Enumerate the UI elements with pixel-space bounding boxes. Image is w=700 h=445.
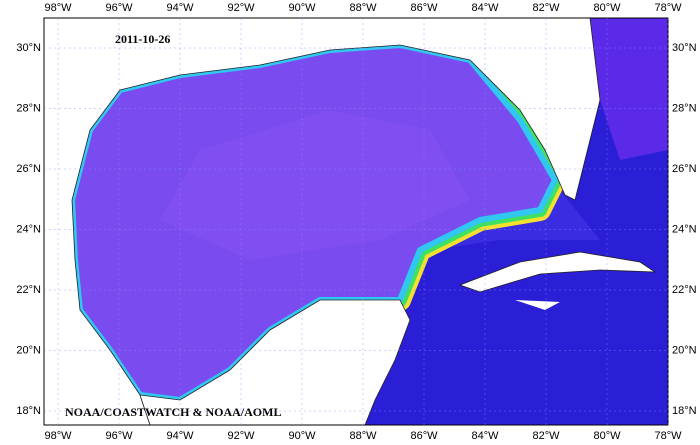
latitude-label: 24°N xyxy=(672,223,697,235)
longitude-label: 86°W xyxy=(410,430,438,442)
longitude-label: 90°W xyxy=(288,2,316,14)
latitude-label: 26°N xyxy=(672,163,697,175)
longitude-label: 80°W xyxy=(593,2,621,14)
date-label: 2011-10-26 xyxy=(115,32,170,46)
longitude-label: 94°W xyxy=(166,2,194,14)
longitude-label: 84°W xyxy=(471,430,499,442)
latitude-label: 22°N xyxy=(672,284,697,296)
longitude-label: 98°W xyxy=(44,2,72,14)
longitude-label: 78°W xyxy=(654,2,682,14)
longitude-label: 88°W xyxy=(349,2,377,14)
latitude-label: 20°N xyxy=(16,344,41,356)
latitude-label: 26°N xyxy=(16,163,41,175)
longitude-label: 84°W xyxy=(471,2,499,14)
map-image xyxy=(44,18,668,425)
longitude-label: 92°W xyxy=(227,2,255,14)
latitude-label: 18°N xyxy=(16,405,41,417)
longitude-label: 80°W xyxy=(593,430,621,442)
longitude-label: 96°W xyxy=(105,430,133,442)
latitude-label: 20°N xyxy=(672,344,697,356)
map-frame xyxy=(43,17,669,426)
longitude-label: 90°W xyxy=(288,430,316,442)
latitude-label: 30°N xyxy=(16,42,41,54)
longitude-label: 82°W xyxy=(532,2,560,14)
longitude-label: 98°W xyxy=(44,430,72,442)
latitude-label: 18°N xyxy=(672,405,697,417)
latitude-label: 22°N xyxy=(16,284,41,296)
longitude-label: 92°W xyxy=(227,430,255,442)
longitude-label: 96°W xyxy=(105,2,133,14)
longitude-label: 88°W xyxy=(349,430,377,442)
latitude-label: 28°N xyxy=(16,102,41,114)
latitude-label: 30°N xyxy=(672,42,697,54)
longitude-label: 78°W xyxy=(654,430,682,442)
latitude-label: 24°N xyxy=(16,223,41,235)
credit-label: NOAA/COASTWATCH & NOAA/AOML xyxy=(65,405,281,419)
longitude-label: 82°W xyxy=(532,430,560,442)
latitude-label: 28°N xyxy=(672,102,697,114)
longitude-label: 86°W xyxy=(410,2,438,14)
longitude-label: 94°W xyxy=(166,430,194,442)
